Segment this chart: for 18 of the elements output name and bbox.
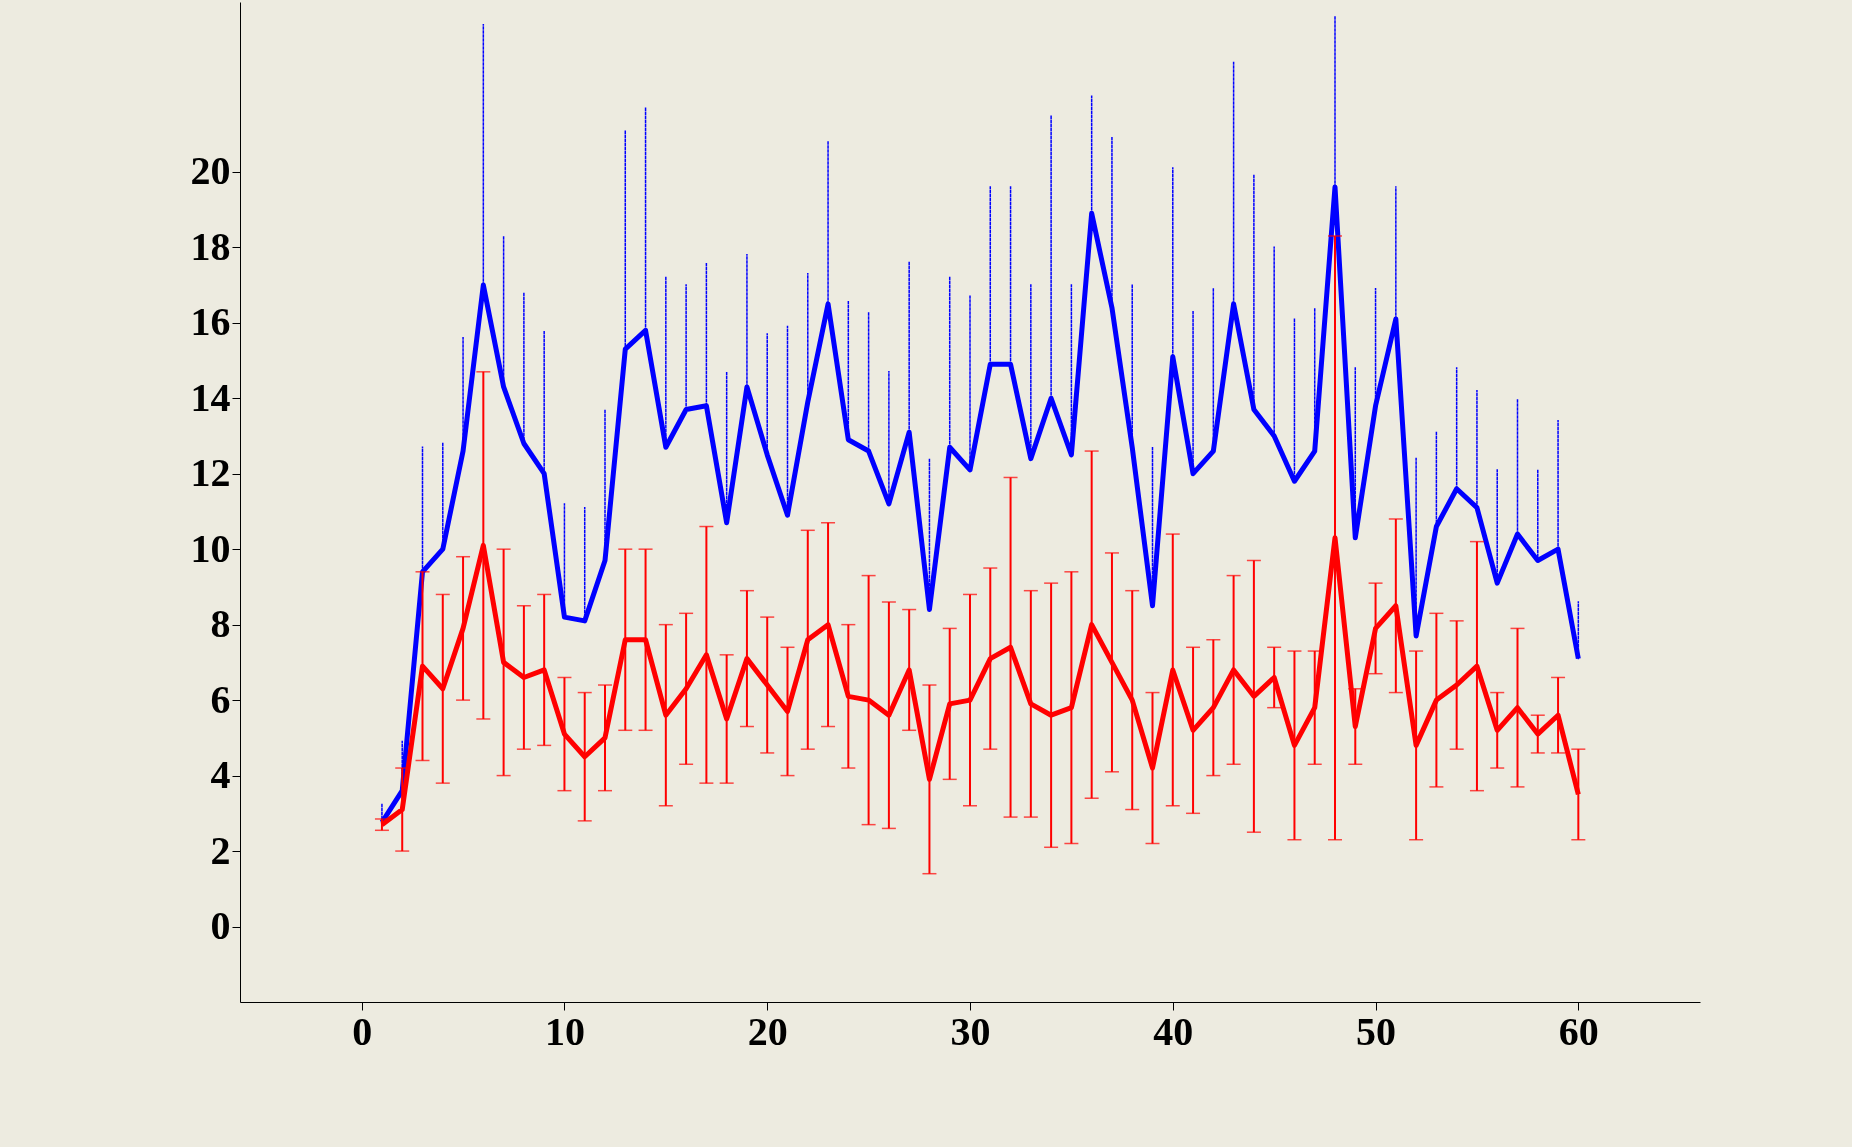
y-tick-label: 16 (190, 299, 231, 345)
y-tick-label: 14 (190, 374, 231, 420)
y-tick-label: 2 (210, 827, 231, 873)
y-tick-label: 6 (210, 676, 231, 722)
y-tick-label: 0 (210, 903, 231, 949)
y-tick-label: 18 (190, 223, 231, 269)
x-tick-label: 60 (1558, 1008, 1599, 1054)
x-tick-label: 0 (352, 1008, 373, 1054)
y-tick-label: 10 (190, 525, 231, 571)
x-tick-label: 20 (747, 1008, 788, 1054)
x-tick-label: 10 (544, 1008, 585, 1054)
y-tick-label: 8 (210, 601, 231, 647)
y-tick-label: 4 (210, 752, 231, 798)
x-tick-label: 30 (950, 1008, 991, 1054)
y-tick-label: 12 (190, 450, 231, 496)
x-tick-label: 40 (1153, 1008, 1194, 1054)
x-tick-label: 50 (1356, 1008, 1397, 1054)
y-tick-label: 20 (190, 148, 231, 194)
